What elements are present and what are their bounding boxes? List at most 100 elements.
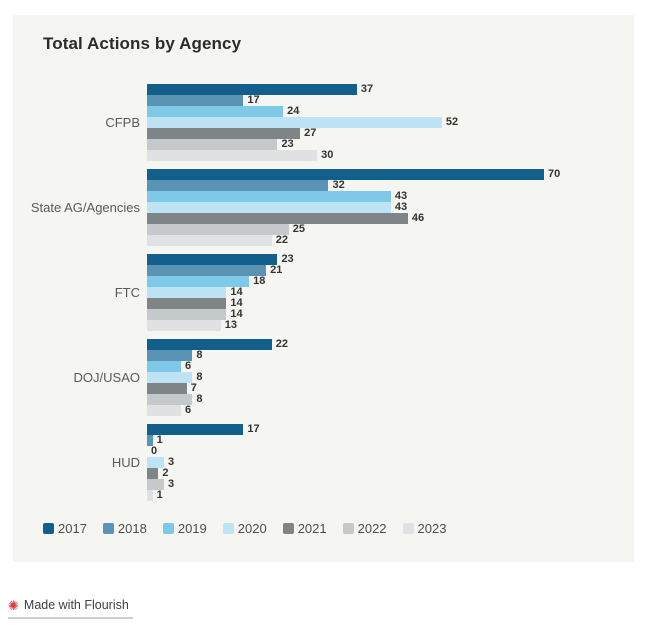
bar-stack: 70 32 43 43 46 25 22 (147, 169, 634, 246)
legend-item-2023[interactable]: 2023 (402, 521, 446, 536)
bar-value-label: 23 (281, 253, 294, 265)
bar-2022-DOJ/USAO[interactable] (147, 394, 193, 405)
bar-row: 8 (147, 394, 634, 405)
bar-row: 14 (147, 309, 634, 320)
bar-2023-DOJ/USAO[interactable] (147, 405, 182, 416)
bar-2018-HUD[interactable] (147, 435, 153, 446)
chart-panel: Total Actions by Agency CFPB 37 17 24 52 27 23… (13, 15, 634, 562)
bar-value-label: 3 (168, 456, 175, 468)
category-label: State AG/Agencies (30, 200, 140, 215)
bar-2020-FTC[interactable] (147, 287, 227, 298)
bar-2018-State AG/Agencies[interactable] (147, 180, 329, 191)
bar-value-label: 6 (185, 404, 192, 416)
bar-row: 46 (147, 213, 634, 224)
legend-item-2018[interactable]: 2018 (102, 521, 147, 536)
bar-2019-FTC[interactable] (147, 276, 250, 287)
flourish-badge-link[interactable]: ✺ Made with Flourish (8, 598, 133, 619)
bar-row: 23 (147, 139, 634, 150)
bar-value-label: 30 (321, 149, 334, 161)
bar-value-label: 2 (162, 467, 169, 479)
bar-group: State AG/Agencies 70 32 43 43 46 25 22 (13, 169, 634, 246)
bar-value-label: 14 (230, 297, 243, 309)
bar-row: 70 (147, 169, 634, 180)
bar-row: 23 (147, 254, 634, 265)
bar-2020-State AG/Agencies[interactable] (147, 202, 391, 213)
bar-value-label: 0 (151, 445, 158, 457)
legend-swatch-icon (162, 523, 174, 534)
bar-value-label: 27 (304, 127, 317, 139)
bar-value-label: 7 (190, 382, 197, 394)
legend-item-2019[interactable]: 2019 (162, 521, 207, 536)
bar-value-label: 1 (156, 434, 163, 446)
bar-value-label: 32 (332, 179, 345, 191)
bar-2020-DOJ/USAO[interactable] (147, 372, 193, 383)
legend-label: 2021 (297, 521, 327, 536)
bar-2017-State AG/Agencies[interactable] (147, 169, 544, 180)
bar-2022-FTC[interactable] (147, 309, 227, 320)
bar-row: 25 (147, 224, 634, 235)
bar-row: 1 (147, 490, 634, 501)
bar-row: 43 (147, 202, 634, 213)
bar-2023-State AG/Agencies[interactable] (147, 235, 272, 246)
bar-2019-CFPB[interactable] (147, 106, 284, 117)
bar-row: 2 (147, 468, 634, 479)
bar-row: 22 (147, 339, 634, 350)
bar-2020-HUD[interactable] (147, 457, 164, 468)
legend-swatch-icon (102, 523, 114, 534)
bar-2020-CFPB[interactable] (147, 117, 442, 128)
legend-swatch-icon (222, 523, 234, 534)
bar-2017-HUD[interactable] (147, 424, 244, 435)
bar-value-label: 46 (411, 212, 425, 224)
bar-row: 7 (147, 383, 634, 394)
bar-row: 1 (147, 435, 634, 446)
bar-stack: 23 21 18 14 14 14 13 (147, 254, 634, 331)
bar-value-label: 8 (196, 371, 203, 383)
category-label: CFPB (105, 115, 140, 130)
bar-chart: CFPB 37 17 24 52 27 23 30 State AG/Agencies 70 32 4… (13, 84, 634, 509)
bar-value-label: 21 (270, 264, 283, 276)
legend-label: 2019 (177, 521, 207, 536)
legend-swatch-icon (342, 523, 354, 534)
bar-2022-HUD[interactable] (147, 479, 164, 490)
legend-item-2020[interactable]: 2020 (222, 521, 267, 536)
bar-2021-HUD[interactable] (147, 468, 159, 479)
bar-2017-CFPB[interactable] (147, 84, 357, 95)
legend-label: 2017 (58, 521, 87, 536)
bar-2017-DOJ/USAO[interactable] (147, 339, 272, 350)
bar-value-label: 14 (230, 308, 243, 320)
bar-row: 8 (147, 372, 634, 383)
bar-2023-HUD[interactable] (147, 490, 153, 501)
legend-item-2017[interactable]: 2017 (43, 521, 87, 536)
bar-2021-DOJ/USAO[interactable] (147, 383, 187, 394)
bar-value-label: 52 (445, 116, 459, 128)
legend-item-2021[interactable]: 2021 (282, 521, 327, 536)
bar-row: 14 (147, 298, 634, 309)
bar-2022-State AG/Agencies[interactable] (147, 224, 289, 235)
bar-2018-CFPB[interactable] (147, 95, 244, 106)
bar-2019-State AG/Agencies[interactable] (147, 191, 391, 202)
bar-2018-DOJ/USAO[interactable] (147, 350, 193, 361)
bar-value-label: 8 (196, 393, 203, 405)
bar-row: 6 (147, 361, 634, 372)
bar-2022-CFPB[interactable] (147, 139, 278, 150)
bar-2019-DOJ/USAO[interactable] (147, 361, 182, 372)
legend-swatch-icon (43, 523, 54, 534)
bar-value-label: 18 (253, 275, 266, 287)
legend-item-2022[interactable]: 2022 (342, 521, 387, 536)
bar-2021-CFPB[interactable] (147, 128, 301, 139)
bar-2021-State AG/Agencies[interactable] (147, 213, 408, 224)
flourish-starburst-icon: ✺ (8, 597, 19, 613)
legend-label: 2020 (237, 521, 267, 536)
bar-2021-FTC[interactable] (147, 298, 227, 309)
bar-row: 3 (147, 457, 634, 468)
bar-row: 18 (147, 276, 634, 287)
bar-row: 21 (147, 265, 634, 276)
bar-2023-CFPB[interactable] (147, 150, 318, 161)
legend-swatch-icon (282, 523, 294, 534)
bar-2017-FTC[interactable] (147, 254, 278, 265)
bar-2018-FTC[interactable] (147, 265, 267, 276)
bar-2023-FTC[interactable] (147, 320, 221, 331)
bar-value-label: 43 (394, 190, 408, 202)
legend-swatch-icon (402, 523, 414, 534)
bar-row: 3 (147, 479, 634, 490)
